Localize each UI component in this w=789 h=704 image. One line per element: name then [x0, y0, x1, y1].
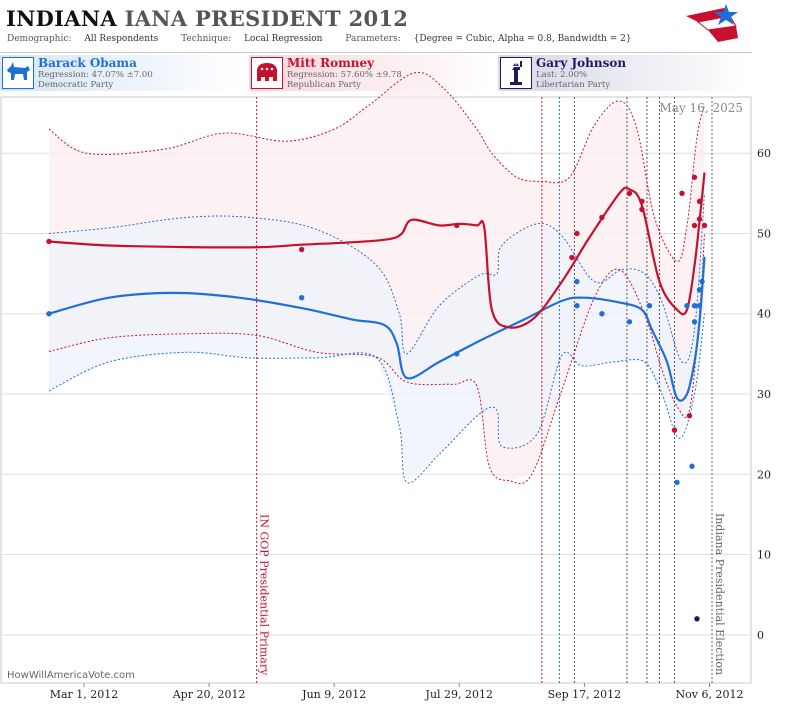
candidate-card-romney[interactable]: Mitt Romney Regression: 57.60% ±9.78 Rep… [249, 55, 494, 91]
obama-poll-point [646, 303, 653, 309]
x-tick-label: Apr 20, 2012 [172, 688, 246, 701]
romney-poll-point [626, 190, 633, 197]
obama-poll-point [599, 311, 605, 317]
johnson-poll-point [694, 616, 700, 622]
date-label: May 16, 2025 [660, 101, 743, 115]
obama-poll-point [674, 479, 680, 486]
demographic-label: Demographic: [7, 34, 72, 44]
obama-poll-point [454, 351, 460, 357]
candidate-name: Mitt Romney [287, 56, 375, 70]
romney-poll-point [686, 412, 693, 419]
y-tick-label: 60 [757, 147, 771, 160]
y-tick-label: 40 [757, 308, 771, 321]
parameters-label: Parameters: [345, 34, 401, 44]
x-tick-label: Mar 1, 2012 [50, 688, 119, 701]
romney-poll-point [574, 230, 580, 237]
demographic-value: All Respondents [84, 34, 159, 44]
candidate-regression: Regression: 57.60% ±9.78 [287, 70, 402, 80]
obama-poll-point [699, 278, 705, 285]
parameters-line: Demographic: All Respondents Technique: … [7, 34, 652, 44]
candidate-legend: Barack Obama Regression: 47.07% ±7.00 De… [0, 55, 752, 95]
candidate-name: Barack Obama [38, 56, 137, 70]
romney-poll-point [671, 427, 678, 433]
title-state: INDIANA [6, 6, 117, 31]
obama-poll-point [691, 319, 698, 325]
x-tick-label: Jun 9, 2012 [301, 688, 366, 701]
chart-header: INDIANA IANA PRESIDENT 2012 Demographic:… [0, 0, 752, 53]
donkey-icon [2, 57, 34, 89]
candidate-party: Libertarian Party [536, 80, 611, 90]
obama-poll-point [696, 286, 703, 293]
parameters-value: {Degree = Cubic, Alpha = 0.8, Bandwidth … [413, 34, 632, 44]
technique-value: Local Regression [244, 34, 323, 44]
y-tick-label: 0 [757, 629, 764, 642]
y-tick-label: 20 [757, 468, 771, 481]
technique-label: Technique: [181, 34, 232, 44]
obama-poll-point [689, 463, 695, 469]
elephant-icon [251, 57, 283, 89]
statue-of-liberty-icon [500, 57, 532, 89]
candidate-regression: Regression: 47.07% ±7.00 [38, 70, 153, 80]
y-tick-label: 50 [757, 227, 771, 240]
annotation-label: IN GOP Presidential Primary [258, 514, 271, 676]
romney-poll-point [639, 206, 645, 213]
obama-upper-bound [48, 193, 705, 364]
romney-poll-point [696, 216, 703, 222]
obama-poll-point [46, 311, 52, 317]
candidate-card-obama[interactable]: Barack Obama Regression: 47.07% ±7.00 De… [0, 55, 245, 91]
romney-poll-point [696, 198, 703, 205]
obama-regression-line [48, 256, 706, 402]
obama-poll-point [626, 319, 633, 325]
obama-poll-point [574, 278, 580, 285]
romney-regression-line [48, 172, 706, 329]
obama-poll-point [574, 303, 580, 309]
romney-poll-point [298, 246, 305, 253]
romney-poll-point [639, 198, 645, 205]
y-tick-label: 10 [757, 549, 771, 562]
obama-poll-point [684, 303, 690, 309]
candidate-party: Democratic Party [38, 80, 114, 90]
x-tick-label: Nov 6, 2012 [676, 688, 744, 701]
title-race: IANA PRESIDENT 2012 [124, 6, 409, 31]
obama-lower-bound [48, 313, 705, 484]
y-tick-label: 30 [757, 388, 771, 401]
obama-poll-point [298, 294, 305, 301]
romney-poll-point [569, 254, 575, 261]
obama-confidence-band [49, 193, 705, 483]
site-logo-icon [686, 4, 738, 42]
candidate-last: Last: 2.00% [536, 70, 588, 80]
candidate-party: Republican Party [287, 80, 361, 90]
romney-poll-point [46, 238, 52, 245]
x-tick-label: Sep 17, 2012 [548, 688, 622, 701]
romney-poll-point [691, 174, 698, 180]
romney-poll-point [691, 222, 698, 229]
annotation-label: Indiana Presidential Election [713, 513, 726, 675]
romney-poll-point [454, 222, 460, 229]
x-tick-label: Jul 29, 2012 [425, 688, 494, 701]
romney-poll-point [701, 222, 708, 229]
obama-poll-point [691, 303, 698, 309]
romney-poll-point [679, 190, 685, 197]
romney-poll-point [599, 214, 605, 221]
candidate-card-johnson[interactable]: Gary Johnson Last: 2.00% Libertarian Par… [498, 55, 750, 91]
page-title: INDIANA IANA PRESIDENT 2012 [6, 6, 408, 31]
obama-poll-point [696, 303, 703, 309]
candidate-name: Gary Johnson [536, 56, 627, 70]
watermark: HowWillAmericaVote.com [7, 670, 135, 681]
